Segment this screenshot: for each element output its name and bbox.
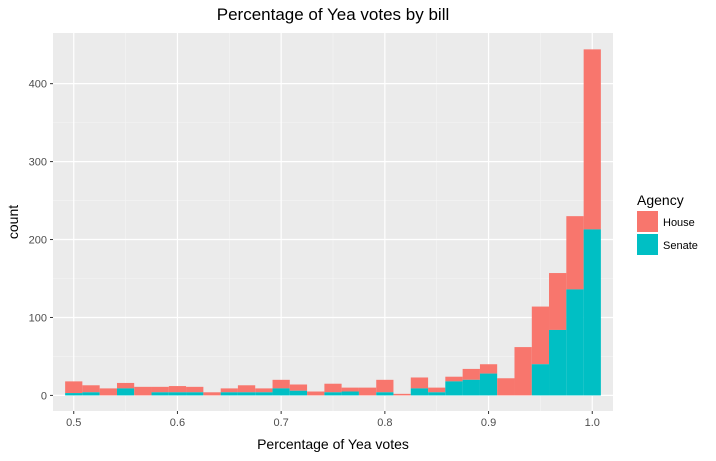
- bar-house: [410, 377, 429, 389]
- bar-house: [445, 376, 463, 382]
- bar-senate: [445, 381, 463, 396]
- bar-house: [220, 388, 238, 393]
- bar-senate: [549, 329, 567, 396]
- bar-house: [82, 385, 100, 393]
- bar-house: [531, 306, 550, 365]
- x-axis: 0.5 0.6 0.7 0.8 0.9 1.0: [66, 411, 600, 429]
- bar-house: [203, 392, 221, 396]
- bars: [65, 49, 601, 396]
- bar-house: [583, 49, 601, 230]
- x-tick-label: 0.9: [481, 417, 496, 429]
- bar-senate: [341, 391, 359, 396]
- bar-house: [341, 387, 359, 392]
- y-tick-label: 200: [29, 235, 47, 247]
- bar-house: [479, 364, 498, 374]
- bar-house: [307, 391, 325, 396]
- legend-swatch-senate: [637, 234, 658, 255]
- y-axis: 0 100 200 300 400: [29, 79, 53, 402]
- bar-senate: [151, 392, 169, 396]
- bar-senate: [531, 364, 550, 396]
- chart-title: Percentage of Yea votes by bill: [217, 5, 450, 24]
- legend-label-senate: Senate: [663, 240, 698, 252]
- legend: Agency House Senate: [637, 192, 698, 255]
- bar-senate: [65, 393, 83, 396]
- bar-house: [151, 386, 169, 393]
- legend-swatch-house: [637, 211, 658, 232]
- bar-senate: [272, 388, 290, 396]
- y-tick-label: 400: [29, 79, 47, 91]
- bar-senate: [186, 392, 204, 396]
- x-axis-title: Percentage of Yea votes: [257, 436, 409, 452]
- bar-senate: [324, 392, 342, 396]
- bar-house: [324, 383, 342, 393]
- bar-senate: [410, 388, 429, 396]
- bar-senate: [583, 229, 601, 396]
- x-tick-label: 1.0: [585, 417, 600, 429]
- bar-house: [376, 379, 394, 393]
- bar-house: [116, 382, 135, 389]
- bar-house: [549, 273, 567, 330]
- legend-title: Agency: [637, 192, 684, 208]
- y-axis-title: count: [5, 205, 21, 239]
- bar-house: [237, 385, 256, 393]
- bar-house: [566, 216, 584, 290]
- bar-senate: [462, 379, 480, 396]
- bar-house: [289, 384, 308, 391]
- bar-house: [99, 388, 117, 396]
- bar-house: [186, 386, 204, 393]
- y-tick-label: 100: [29, 312, 47, 324]
- bar-house: [255, 388, 273, 393]
- bar-senate: [376, 392, 394, 396]
- bar-senate: [479, 373, 498, 396]
- y-tick-label: 0: [41, 390, 47, 402]
- legend-label-house: House: [663, 217, 695, 229]
- bar-senate: [566, 289, 584, 396]
- bar-house: [65, 381, 83, 394]
- x-tick-label: 0.7: [273, 417, 288, 429]
- bar-house: [134, 386, 152, 396]
- bar-senate: [237, 392, 256, 396]
- x-tick-label: 0.8: [377, 417, 392, 429]
- bar-house: [272, 379, 290, 389]
- bar-house: [428, 387, 446, 393]
- bar-senate: [82, 392, 100, 396]
- bar-senate: [289, 390, 308, 396]
- bar-senate: [116, 388, 135, 396]
- bar-senate: [255, 392, 273, 396]
- bar-house: [514, 347, 532, 396]
- bar-house: [358, 387, 377, 396]
- bar-senate: [168, 392, 187, 396]
- x-tick-label: 0.6: [170, 417, 185, 429]
- bar-house: [168, 386, 187, 393]
- bar-house: [462, 368, 480, 380]
- bar-senate: [220, 392, 238, 396]
- y-tick-label: 300: [29, 157, 47, 169]
- x-tick-label: 0.5: [66, 417, 81, 429]
- bar-house: [497, 378, 515, 396]
- bar-house: [393, 393, 411, 396]
- bar-senate: [428, 392, 446, 396]
